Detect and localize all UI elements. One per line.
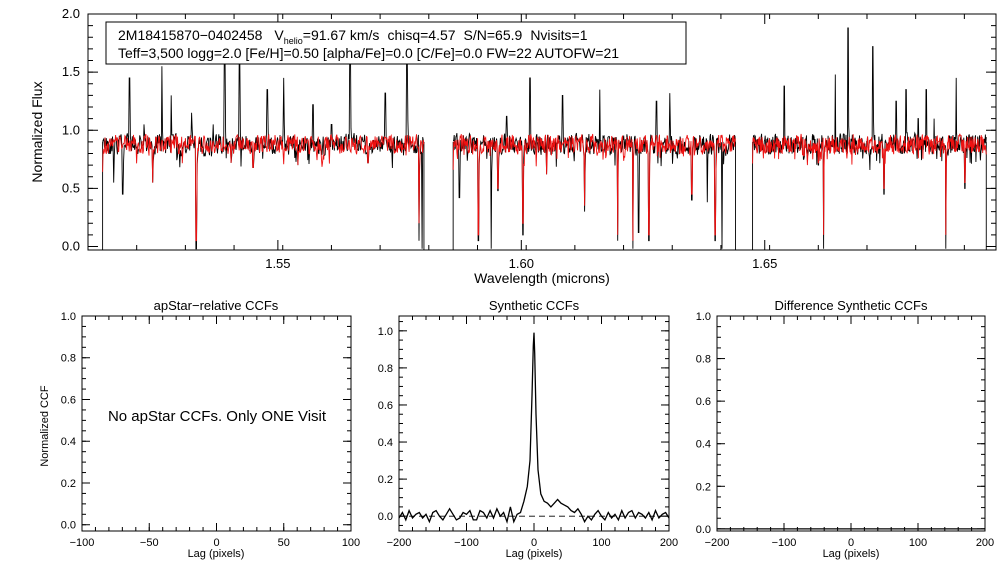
x-tick-label: 1.65 [752, 256, 777, 271]
y-tick-label: 0.8 [61, 353, 76, 365]
apstar-ccf-panel: apStar−relative CCFs −100 −50 0 50 100 0.0 0.… [39, 298, 360, 560]
apstar-ccf-title: apStar−relative CCFs [154, 298, 279, 313]
y-tick-label: 1.5 [62, 64, 80, 79]
v-helio-value: =91.67 km/s [303, 27, 380, 43]
difference-ccf-xlabel: Lag (pixels) [823, 548, 880, 560]
observed-spectrum-line [452, 77, 736, 249]
y-tick-label: 0.6 [61, 394, 76, 406]
synthetic-ccf-xlabel: Lag (pixels) [506, 548, 563, 560]
star-id: 2M18415870−0402458 [118, 27, 263, 43]
y-tick-label: 0.4 [696, 439, 711, 451]
x-tick-label: 50 [278, 537, 290, 549]
y-tick-label: 0.0 [696, 524, 711, 536]
model-spectrum-line [752, 133, 987, 235]
v-helio-subscript: helio [284, 36, 303, 46]
spectrum-ylabel: Normalized Flux [29, 81, 45, 182]
y-tick-label: 0.2 [378, 474, 393, 486]
y-tick-label: 1.0 [62, 122, 80, 137]
difference-ccf-plot-frame [716, 315, 986, 532]
y-tick-label: 0.6 [696, 396, 711, 408]
apstar-ccf-ylabel: Normalized CCF [39, 385, 51, 467]
y-tick-label: 0.4 [378, 437, 393, 449]
x-tick-label: 100 [342, 537, 360, 549]
spectrum-info-box: 2M18415870−0402458 Vhelio=91.67 km/s chisq… [105, 21, 687, 65]
spectrum-info-line-1: 2M18415870−0402458 Vhelio=91.67 km/s chisq… [118, 27, 588, 46]
x-tick-label: 100 [592, 537, 610, 549]
model-spectrum-line [452, 133, 736, 241]
model-spectrum-line [102, 133, 425, 242]
spectrum-plot-frame [87, 13, 997, 251]
x-tick-label: −100 [454, 537, 479, 549]
y-tick-label: 0.4 [61, 436, 76, 448]
snr-value: S/N=65.9 [464, 27, 523, 43]
x-tick-label: 1.55 [265, 256, 290, 271]
spectrum-panel: 1.55 1.60 1.65 0.0 0.5 1.0 1.5 2.0 Wavelength … [29, 6, 997, 286]
y-tick-label: 0.0 [61, 520, 76, 532]
x-tick-label: −200 [705, 537, 730, 549]
observed-spectrum-line [752, 27, 987, 249]
difference-ccf-panel: Difference Synthetic CCFs −200 −100 0 100 20… [696, 298, 994, 560]
x-tick-label: −100 [772, 537, 797, 549]
y-tick-label: 0.0 [62, 239, 80, 254]
x-tick-label: 100 [909, 537, 927, 549]
x-tick-label: −100 [70, 537, 95, 549]
x-tick-label: 0 [848, 537, 854, 549]
synthetic-ccf-line [398, 332, 670, 524]
y-tick-label: 0.0 [378, 511, 393, 523]
y-tick-label: 0.8 [378, 363, 393, 375]
y-tick-label: 0.6 [378, 400, 393, 412]
x-tick-label: 200 [660, 537, 678, 549]
y-tick-label: 0.5 [62, 180, 80, 195]
difference-ccf-title: Difference Synthetic CCFs [775, 298, 928, 313]
apstar-ccf-xlabel: Lag (pixels) [188, 548, 245, 560]
y-tick-label: 2.0 [62, 6, 80, 21]
x-tick-label: 0 [531, 537, 537, 549]
y-tick-label: 0.8 [696, 354, 711, 366]
stellar-parameters-line: Teff=3,500 logg=2.0 [Fe/H]=0.50 [alpha/F… [118, 45, 619, 61]
y-tick-label: 0.2 [61, 478, 76, 490]
synthetic-ccf-panel: Synthetic CCFs −200 −100 0 100 200 0.0 0.2 0.4… [378, 298, 678, 560]
v-helio-label: V [274, 27, 284, 43]
spectrum-xlabel: Wavelength (microns) [474, 270, 610, 286]
x-tick-label: 1.60 [509, 256, 534, 271]
chisq-value: chisq=4.57 [387, 27, 455, 43]
y-tick-label: 1.0 [61, 311, 76, 323]
y-tick-label: 1.0 [378, 326, 393, 338]
y-tick-label: 1.0 [696, 311, 711, 323]
y-tick-label: 0.2 [696, 481, 711, 493]
synthetic-ccf-title: Synthetic CCFs [489, 298, 580, 313]
x-tick-label: −50 [140, 537, 159, 549]
x-tick-label: 0 [213, 537, 219, 549]
nvisits-value: Nvisits=1 [530, 27, 587, 43]
x-tick-label: −200 [387, 537, 412, 549]
no-apstar-ccf-note: No apStar CCFs. Only ONE Visit [108, 408, 327, 425]
x-tick-label: 200 [976, 537, 994, 549]
